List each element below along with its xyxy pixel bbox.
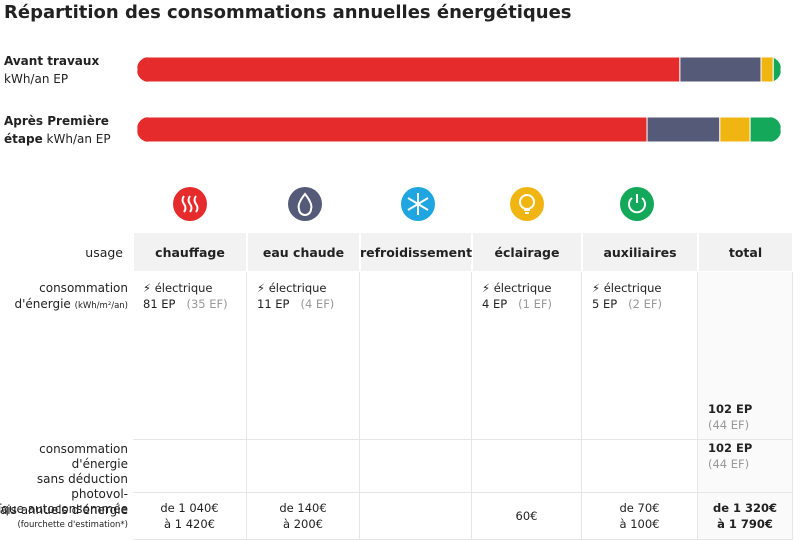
energy-type: électrique xyxy=(603,281,662,295)
label-line: taïque autoconsommée xyxy=(0,502,128,516)
bar-label: Avant travaux kWh/an EP xyxy=(4,52,134,88)
energy-type: électrique xyxy=(268,281,327,295)
stacked-bar xyxy=(137,57,781,82)
lighting-icon xyxy=(510,187,544,221)
ep-value: 81 EP xyxy=(143,297,176,311)
bar-segment xyxy=(749,117,781,142)
icons xyxy=(173,187,654,221)
bar-unit: kWh/an EP xyxy=(4,72,69,86)
energy: ⚡ électrique xyxy=(257,281,327,295)
label-line: (kWh/m²/an) xyxy=(74,301,128,311)
ef-value: (44 EF) xyxy=(708,418,750,432)
energy: ⚡ électrique xyxy=(592,281,662,295)
table-cell: 102 EP (44 EF) xyxy=(698,440,793,493)
bar-segment xyxy=(137,117,648,142)
ef-value: (35 EF) xyxy=(186,297,228,311)
table-cell: de 70€ à 100€ xyxy=(582,493,698,540)
label-line: consommation xyxy=(39,281,128,295)
energy-type: électrique xyxy=(493,281,552,295)
ep-value: 102 EP xyxy=(708,402,753,416)
bar-label: Après Première étape kWh/an EP xyxy=(4,112,134,148)
bar-segment xyxy=(137,57,681,82)
row-label: consommation d'énergie (kWh/m²/an) xyxy=(0,272,133,440)
table-cell xyxy=(247,440,360,493)
row-label-text: consommation d'énergie sans déduction pho… xyxy=(0,442,128,517)
row-header-title: usage xyxy=(85,244,123,260)
cost: à 1 790€ xyxy=(717,517,773,531)
consumption: 4 EP (1 EF) xyxy=(482,296,571,312)
column-header: chauffage xyxy=(133,232,247,272)
cost: 60€ xyxy=(515,509,538,523)
cost: à 1 420€ xyxy=(164,517,215,531)
column-header: éclairage xyxy=(472,232,582,272)
energy: ⚡ électrique xyxy=(143,281,213,295)
table-cell xyxy=(360,493,472,540)
table-cell xyxy=(360,272,472,440)
cost: à 200€ xyxy=(283,517,323,531)
table-cell xyxy=(360,440,472,493)
label-line: d'énergie xyxy=(14,297,71,311)
column-header: refroidissement xyxy=(360,232,472,272)
bar-segment xyxy=(772,57,781,82)
table-cell: ⚡ électrique 5 EP (2 EF) xyxy=(582,272,698,440)
column-header: eau chaude xyxy=(247,232,360,272)
cost: de 140€ xyxy=(279,501,327,515)
energy-type: électrique xyxy=(154,281,213,295)
auxiliary-icon xyxy=(620,187,654,221)
table-cell xyxy=(133,440,247,493)
cost: à 100€ xyxy=(619,517,660,531)
water-icon xyxy=(288,187,322,221)
ef-value: (4 EF) xyxy=(300,297,335,311)
bar-segment xyxy=(646,117,721,142)
consumption: 81 EP (35 EF) xyxy=(143,296,236,312)
ep-value: 5 EP xyxy=(592,297,618,311)
cost: de 1 040€ xyxy=(160,501,219,515)
ef-value: (2 EF) xyxy=(628,297,662,311)
table-cell: 102 EP (44 EF) xyxy=(698,272,793,440)
ep-value: 4 EP xyxy=(482,297,508,311)
table-cell xyxy=(472,440,582,493)
stacked-bar xyxy=(137,117,781,142)
ef-value: (1 EF) xyxy=(518,297,552,311)
bar-unit: kWh/an EP xyxy=(46,132,111,146)
label-line: (fourchette d'estimation*) xyxy=(17,520,128,530)
bar-name: Avant travaux xyxy=(4,54,100,68)
ef-value: (44 EF) xyxy=(708,457,750,471)
table-cell: ⚡ électrique 81 EP (35 EF) xyxy=(133,272,247,440)
column-header: total xyxy=(698,232,793,272)
segments xyxy=(137,117,781,142)
label-line: frais annuels d'énergie xyxy=(0,503,128,517)
cost: de 1 320€ xyxy=(712,501,778,515)
consumption: 102 EP (44 EF) xyxy=(708,440,782,472)
segments xyxy=(137,57,781,82)
energy: ⚡ électrique xyxy=(482,281,552,295)
table-cell xyxy=(582,440,698,493)
ep-value: 102 EP xyxy=(708,441,753,455)
title: Répartition des consommations annuelles … xyxy=(4,2,572,23)
table-cell: ⚡ électrique 4 EP (1 EF) xyxy=(472,272,582,440)
row-label-text: consommation d'énergie (kWh/m²/an) xyxy=(0,280,128,314)
table-cell: 60€ xyxy=(472,493,582,540)
label-line: consommation d'énergie xyxy=(39,442,128,471)
table-cell: de 1 320€ à 1 790€ xyxy=(698,493,793,540)
bar-name: Après Première étape xyxy=(4,114,109,146)
bar-segment xyxy=(719,117,751,142)
consumption: 5 EP (2 EF) xyxy=(592,296,687,312)
label-line: sans déduction photovol- xyxy=(36,472,128,501)
consumption: 11 EP (4 EF) xyxy=(257,296,349,312)
bar-segment xyxy=(679,57,762,82)
bar-segment xyxy=(760,57,774,82)
table-cell: ⚡ électrique 11 EP (4 EF) xyxy=(247,272,360,440)
cost: de 70€ xyxy=(619,501,660,515)
table-cell: de 1 040€ à 1 420€ xyxy=(133,493,247,540)
row-label: consommation d'énergie sans déduction pho… xyxy=(0,440,133,516)
ep-value: 11 EP xyxy=(257,297,290,311)
row-label: frais annuels d'énergie (fourchette d'est… xyxy=(0,493,133,540)
consumption: 102 EP (44 EF) xyxy=(708,401,782,433)
table-cell: de 140€ à 200€ xyxy=(247,493,360,540)
row-label-text: frais annuels d'énergie (fourchette d'est… xyxy=(0,503,128,533)
column-header: auxiliaires xyxy=(582,232,698,272)
